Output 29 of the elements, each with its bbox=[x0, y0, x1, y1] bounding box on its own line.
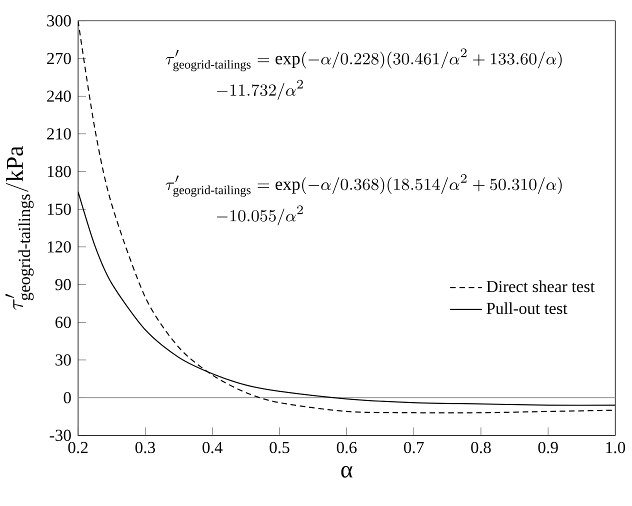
y-tick-label: 150 bbox=[48, 204, 71, 215]
annotation: $-10.055/\alpha^{2}$ bbox=[217, 206, 303, 226]
x-tick-label: 0.8 bbox=[471, 442, 491, 454]
y-axis-title: $\tau_{\text{geogrid-tailings}}'/\text{kPa}$ bbox=[5, 146, 34, 310]
y-tick-label: 210 bbox=[47, 128, 71, 140]
y-tick-label: 90 bbox=[55, 278, 71, 290]
annotation: $\tau_{\text{geogrid-tailings}}'=\text{exp}(-\alpha/0.228)(30.461/\alpha^{2}+133.60/\alpha)$ bbox=[166, 48, 562, 72]
y-tick-label: 30 bbox=[56, 354, 71, 366]
x-tick-label: 0.3 bbox=[135, 442, 156, 454]
y-tick-label: 0 bbox=[64, 392, 71, 404]
x-tick-label: 0.4 bbox=[202, 442, 223, 454]
y-tick-label: 270 bbox=[47, 52, 71, 64]
x-tick-label: 0.7 bbox=[404, 442, 424, 454]
y-tick-label: 180 bbox=[48, 166, 71, 178]
x-axis-title: α bbox=[341, 466, 352, 478]
x-tick-label: 0.5 bbox=[270, 442, 290, 454]
x-tick-label: 0.6 bbox=[336, 442, 357, 454]
x-tick-label: 0.9 bbox=[538, 442, 558, 454]
annotation: $\tau_{\text{geogrid-tailings}}'=\text{exp}(-\alpha/0.368)(18.514/\alpha^{2}+50.310/\alpha)$ bbox=[166, 174, 562, 197]
x-tick-label: 0.2 bbox=[68, 442, 88, 454]
x-tick-label: 1.0 bbox=[606, 442, 626, 454]
y-tick-label: 240 bbox=[47, 90, 71, 102]
legend-label: Direct shear test bbox=[486, 280, 595, 292]
y-tick-label: 300 bbox=[47, 15, 71, 26]
y-tick-label: -30 bbox=[50, 430, 71, 441]
legend-label: Pull-out test bbox=[486, 302, 568, 314]
y-tick-label: 60 bbox=[56, 316, 71, 328]
annotation: $-11.732/\alpha^{2}$ bbox=[217, 80, 303, 100]
y-tick-label: 120 bbox=[48, 241, 71, 253]
